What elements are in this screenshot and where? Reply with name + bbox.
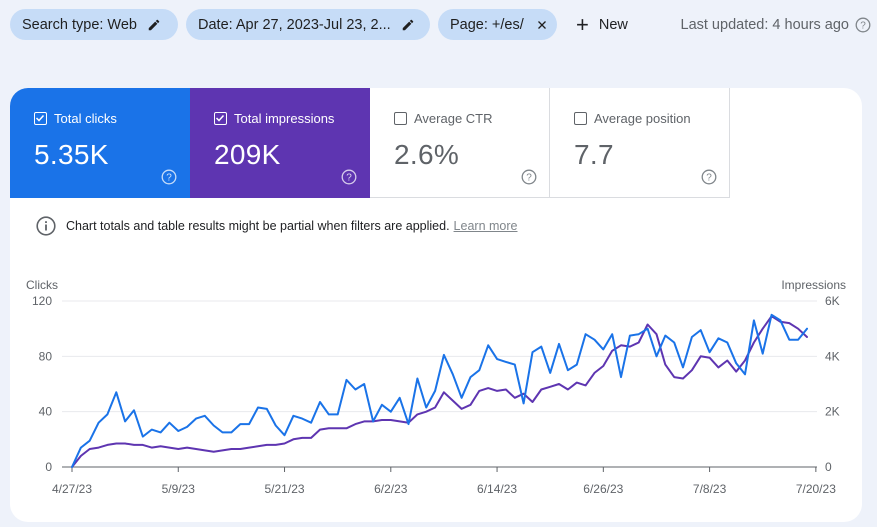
checkbox-unchecked-icon[interactable] [394,112,407,125]
notice-text: Chart totals and table results might be … [66,219,450,233]
help-icon[interactable]: ? [855,17,871,33]
y-tick-label-left: 40 [39,405,53,419]
checkbox-unchecked-icon[interactable] [574,112,587,125]
x-axis-ticks: 4/27/23 5/9/23 5/21/23 6/2/23 6/14/23 6/26/23… [52,467,836,496]
y-tick-label-right: 4K [825,349,840,363]
help-icon[interactable]: ? [701,169,717,185]
series-line-clicks [71,313,808,468]
x-tick-label: 6/2/23 [374,482,408,496]
help-icon[interactable]: ? [341,169,357,185]
y-axis-left-label: Clicks [26,278,58,292]
filter-chip-page[interactable]: Page: +/es/ [438,9,557,40]
x-tick-label: 4/27/23 [52,482,92,496]
metric-value: 5.35K [34,139,109,170]
partial-data-notice: Chart totals and table results might be … [36,216,517,236]
metric-average-position[interactable]: Average position 7.7 ? [550,88,730,198]
y-tick-label-right: 2K [825,405,840,419]
last-updated: Last updated: 4 hours ago ? [681,9,872,40]
y-axis-right-label: Impressions [781,278,846,292]
metric-value: 2.6% [394,139,460,170]
y-tick-label-right: 0 [825,460,832,474]
new-filter-button[interactable]: + New [568,9,636,40]
performance-chart: Clicks Impressions 0 40 80 120 0 2K 4K 6K 4/27… [26,278,846,496]
y-tick-label-left: 120 [32,294,52,308]
checkbox-checked-icon[interactable] [34,112,47,125]
svg-text:?: ? [526,173,532,184]
plus-icon: + [576,11,589,37]
close-icon[interactable] [535,18,549,32]
y-tick-label-right: 6K [825,294,840,308]
metric-value: 7.7 [574,139,614,170]
x-tick-label: 5/9/23 [162,482,196,496]
filter-chip-date-label: Date: Apr 27, 2023-Jul 23, 2... [198,16,391,33]
metric-total-impressions[interactable]: Total impressions 209K ? [190,88,370,198]
metric-total-clicks[interactable]: Total clicks 5.35K ? [10,88,190,198]
x-tick-label: 6/14/23 [477,482,517,496]
help-icon[interactable]: ? [161,169,177,185]
performance-card: Total clicks 5.35K ? Total impressions 2… [10,88,862,522]
filter-chip-date[interactable]: Date: Apr 27, 2023-Jul 23, 2... [186,9,430,40]
new-filter-label: New [598,16,628,33]
filter-chip-search-type[interactable]: Search type: Web [10,9,178,40]
y-axis-left-ticks: 0 40 80 120 [32,294,52,474]
metric-value: 209K [214,139,281,170]
chart-grid [62,300,817,468]
x-tick-label: 7/20/23 [796,482,836,496]
metric-label: Total clicks [54,111,117,126]
edit-pencil-icon[interactable] [147,18,161,32]
last-updated-text: Last updated: 4 hours ago [680,16,850,33]
learn-more-link[interactable]: Learn more [453,219,518,233]
help-icon[interactable]: ? [521,169,537,185]
x-tick-label: 5/21/23 [265,482,305,496]
metric-label: Average CTR [414,111,493,126]
x-tick-label: 6/26/23 [583,482,623,496]
metric-average-ctr[interactable]: Average CTR 2.6% ? [370,88,550,198]
metric-label: Total impressions [234,111,335,126]
metric-label: Average position [594,111,691,126]
y-tick-label-left: 80 [39,349,53,363]
svg-text:?: ? [706,173,712,184]
x-tick-label: 7/8/23 [693,482,727,496]
info-icon [36,216,56,236]
y-tick-label-left: 0 [45,460,52,474]
chart-series [71,313,808,468]
filter-chip-page-label: Page: +/es/ [450,16,524,33]
checkbox-checked-icon[interactable] [214,112,227,125]
edit-pencil-icon[interactable] [401,18,415,32]
svg-text:?: ? [860,20,866,31]
svg-text:?: ? [166,173,172,184]
y-axis-right-ticks: 0 2K 4K 6K [825,294,840,474]
svg-text:?: ? [346,173,352,184]
series-line-impressions [71,315,808,468]
filter-chip-search-type-label: Search type: Web [22,16,137,33]
